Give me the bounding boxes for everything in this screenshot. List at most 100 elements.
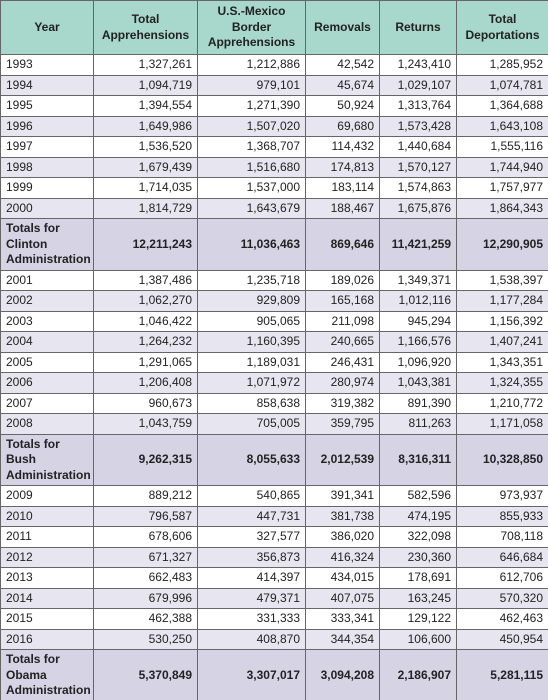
year-cell: 2008	[0, 413, 94, 435]
header-row: Year Total Apprehensions U.S.-Mexico Borde…	[0, 0, 548, 55]
table-row: 2014 679,996 479,371 407,075 163,245 570,320	[0, 587, 548, 609]
year-cell: 2007	[0, 392, 94, 414]
table-row: 2005 1,291,065 1,189,031 246,431 1,096,920 1,…	[0, 351, 548, 373]
cell: 479,371	[197, 587, 306, 609]
cell: 408,870	[197, 628, 306, 650]
total-row: Totals for Obama Administration 5,370,849…	[0, 649, 548, 700]
cell: 678,606	[93, 526, 198, 548]
total-cell: 869,646	[305, 218, 380, 271]
table-row: 1998 1,679,439 1,516,680 174,813 1,570,127 1,…	[0, 156, 548, 178]
cell: 1,285,952	[456, 54, 548, 76]
cell: 434,015	[305, 567, 380, 589]
total-cell: 5,370,849	[93, 649, 198, 700]
table-row: 2011 678,606 327,577 386,020 322,098 708,118	[0, 526, 548, 548]
total-cell: 11,421,259	[379, 218, 457, 271]
cell: 1,160,395	[197, 331, 306, 353]
cell: 1,536,520	[93, 136, 198, 158]
cell: 530,250	[93, 628, 198, 650]
cell: 1,313,764	[379, 95, 457, 117]
cell: 1,555,116	[456, 136, 548, 158]
table-row: 1995 1,394,554 1,271,390 50,924 1,313,764 1,3…	[0, 95, 548, 117]
cell: 1,212,886	[197, 54, 306, 76]
total-cell: 12,290,905	[456, 218, 548, 271]
cell: 1,643,108	[456, 115, 548, 137]
total-label: Totals for Obama Administration	[0, 649, 94, 700]
cell: 280,974	[305, 372, 380, 394]
year-cell: 2014	[0, 587, 94, 609]
cell: 679,996	[93, 587, 198, 609]
table-row: 2012 671,327 356,873 416,324 230,360 646,684	[0, 546, 548, 568]
cell: 662,483	[93, 567, 198, 589]
cell: 211,098	[305, 310, 380, 332]
cell: 570,320	[456, 587, 548, 609]
table-row: 1997 1,536,520 1,368,707 114,432 1,440,684 1,…	[0, 136, 548, 158]
table-row: 1996 1,649,986 1,507,020 69,680 1,573,428 1,6…	[0, 115, 548, 137]
cell: 1,679,439	[93, 156, 198, 178]
cell: 1,507,020	[197, 115, 306, 137]
cell: 356,873	[197, 546, 306, 568]
year-cell: 2005	[0, 351, 94, 373]
cell: 183,114	[305, 177, 380, 199]
total-cell: 5,281,115	[456, 649, 548, 700]
cell: 1,166,576	[379, 331, 457, 353]
cell: 391,341	[305, 485, 380, 507]
cell: 1,171,058	[456, 413, 548, 435]
year-cell: 1993	[0, 54, 94, 76]
cell: 1,291,065	[93, 351, 198, 373]
cell: 1,643,679	[197, 197, 306, 219]
table-row: 2000 1,814,729 1,643,679 188,467 1,675,876 1,…	[0, 197, 548, 219]
total-cell: 12,211,243	[93, 218, 198, 271]
cell: 407,075	[305, 587, 380, 609]
year-cell: 2015	[0, 608, 94, 630]
table-row: 1994 1,094,719 979,101 45,674 1,029,107 1,074…	[0, 74, 548, 96]
cell: 1,243,410	[379, 54, 457, 76]
cell: 344,354	[305, 628, 380, 650]
year-cell: 1999	[0, 177, 94, 199]
cell: 929,809	[197, 290, 306, 312]
year-cell: 2003	[0, 310, 94, 332]
cell: 178,691	[379, 567, 457, 589]
cell: 891,390	[379, 392, 457, 414]
cell: 1,714,035	[93, 177, 198, 199]
cell: 246,431	[305, 351, 380, 373]
cell: 322,098	[379, 526, 457, 548]
cell: 1,189,031	[197, 351, 306, 373]
cell: 540,865	[197, 485, 306, 507]
cell: 1,516,680	[197, 156, 306, 178]
cell: 1,012,116	[379, 290, 457, 312]
year-cell: 1996	[0, 115, 94, 137]
cell: 462,463	[456, 608, 548, 630]
cell: 416,324	[305, 546, 380, 568]
cell: 447,731	[197, 505, 306, 527]
cell: 1,440,684	[379, 136, 457, 158]
total-cell: 3,307,017	[197, 649, 306, 700]
cell: 960,673	[93, 392, 198, 414]
cell: 1,349,371	[379, 269, 457, 291]
cell: 1,675,876	[379, 197, 457, 219]
cell: 474,195	[379, 505, 457, 527]
table-row: 1993 1,327,261 1,212,886 42,542 1,243,410 1,2…	[0, 54, 548, 76]
cell: 1,029,107	[379, 74, 457, 96]
total-row: Totals for Bush Administration 9,262,315 8…	[0, 433, 548, 486]
cell: 462,388	[93, 608, 198, 630]
total-cell: 8,316,311	[379, 433, 457, 486]
cell: 1,394,554	[93, 95, 198, 117]
total-label: Totals for Clinton Administration	[0, 218, 94, 271]
total-cell: 2,186,907	[379, 649, 457, 700]
cell: 1,071,972	[197, 372, 306, 394]
cell: 612,706	[456, 567, 548, 589]
cell: 855,933	[456, 505, 548, 527]
cell: 1,264,232	[93, 331, 198, 353]
cell: 381,738	[305, 505, 380, 527]
cell: 705,005	[197, 413, 306, 435]
cell: 1,324,355	[456, 372, 548, 394]
cell: 1,046,422	[93, 310, 198, 332]
cell: 1,343,351	[456, 351, 548, 373]
cell: 1,327,261	[93, 54, 198, 76]
column-header: Returns	[379, 0, 457, 55]
table-body: 1993 1,327,261 1,212,886 42,542 1,243,410 1,2…	[0, 54, 548, 700]
cell: 331,333	[197, 608, 306, 630]
cell: 708,118	[456, 526, 548, 548]
